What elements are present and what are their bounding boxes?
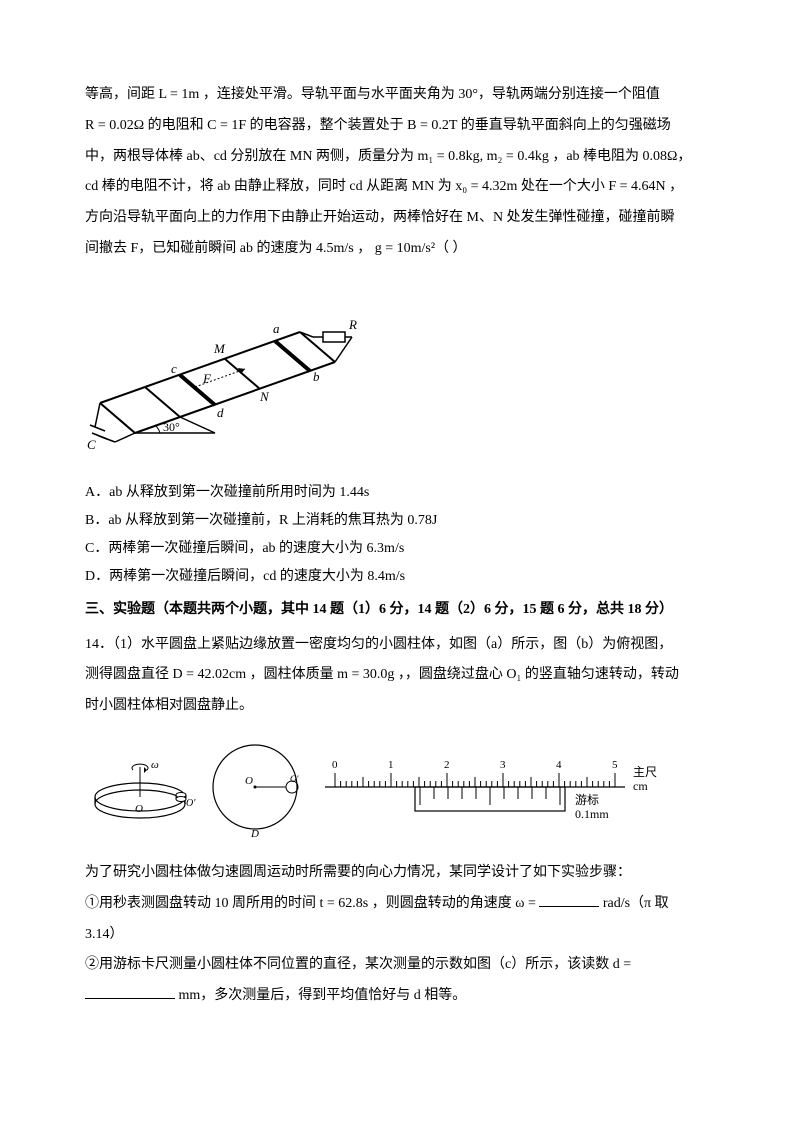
problem-line-6: 间撤去 F，已知碰前瞬间 ab 的速度为 4.5m/s ， g = 10m/s²… bbox=[85, 234, 709, 265]
svg-text:0: 0 bbox=[332, 759, 338, 771]
svg-text:主尺: 主尺 bbox=[633, 765, 657, 779]
option-c: C．两棒第一次碰撞后瞬间，ab 的速度大小为 6.3m/s bbox=[85, 535, 709, 563]
q14-steps: 为了研究小圆柱体做匀速圆周运动时所需要的向心力情况，某同学设计了如下实验步骤： … bbox=[85, 858, 709, 1012]
q14-line-3: 时小圆柱体相对圆盘静止。 bbox=[85, 691, 709, 722]
q14-line-1: 14．（1）水平圆盘上紧贴边缘放置一密度均匀的小圆柱体，如图（a）所示，图（b）… bbox=[85, 630, 709, 661]
svg-text:N: N bbox=[259, 389, 270, 404]
svg-text:30°: 30° bbox=[163, 420, 180, 434]
svg-text:游标: 游标 bbox=[575, 793, 599, 807]
svg-text:O': O' bbox=[290, 774, 299, 784]
blank-omega bbox=[539, 893, 599, 907]
problem-line-3: 中，两根导体棒 ab、cd 分别放在 MN 两侧，质量分为 m₁ = 0.8kg… bbox=[85, 142, 709, 173]
q14-step-2a: ②用游标卡尺测量小圆柱体不同位置的直径，某次测量的示数如图（c）所示，该读数 d… bbox=[85, 950, 709, 981]
vernier-diagram: ω O O' O O' D 主尺 cm 游标 0.1mm 0 1 2 3 4 5 bbox=[85, 732, 709, 842]
svg-text:b: b bbox=[313, 369, 320, 384]
svg-text:O: O bbox=[245, 775, 253, 787]
svg-text:1: 1 bbox=[388, 759, 394, 771]
inclined-rail-diagram: a b c d M N F R C 30° bbox=[85, 277, 709, 467]
svg-text:D: D bbox=[250, 828, 259, 840]
svg-text:cm: cm bbox=[633, 779, 648, 793]
q14-line-2: 测得圆盘直径 D = 42.02cm ，圆柱体质量 m = 30.0g ，，圆盘… bbox=[85, 660, 709, 691]
svg-text:M: M bbox=[213, 341, 226, 356]
q14-step-2b: mm，多次测量后，得到平均值恰好与 d 相等。 bbox=[85, 981, 709, 1012]
svg-text:a: a bbox=[273, 321, 280, 336]
problem-line-4: cd 棒的电阻不计，将 ab 由静止释放，同时 cd 从距离 MN 为 x₀ =… bbox=[85, 172, 709, 203]
svg-text:0.1mm: 0.1mm bbox=[575, 807, 609, 821]
q14-step1-c: 3.14） bbox=[85, 920, 709, 951]
svg-text:4: 4 bbox=[556, 759, 562, 771]
blank-d bbox=[85, 985, 175, 999]
section-heading: 三、实验题（本题共两个小题，其中 14 题（1）6 分，14 题（2）6 分，1… bbox=[85, 595, 709, 626]
q14-step-1: ①用秒表测圆盘转动 10 周所用的时间 t = 62.8s ，则圆盘转动的角速度… bbox=[85, 889, 709, 920]
q14-step2-text-c: mm，多次测量后，得到平均值恰好与 d 相等。 bbox=[179, 988, 467, 1003]
svg-text:R: R bbox=[348, 317, 357, 332]
option-d: D．两棒第一次碰撞后瞬间，cd 的速度大小为 8.4m/s bbox=[85, 563, 709, 591]
svg-text:3: 3 bbox=[500, 759, 506, 771]
answer-options: A．ab 从释放到第一次碰撞前所用时间为 1.44s B．ab 从释放到第一次碰… bbox=[85, 479, 709, 591]
svg-text:c: c bbox=[171, 361, 177, 376]
svg-text:d: d bbox=[217, 405, 224, 420]
problem-line-5: 方向沿导轨平面向上的力作用下由静止开始运动，两棒恰好在 M、N 处发生弹性碰撞，… bbox=[85, 203, 709, 234]
svg-text:5: 5 bbox=[612, 759, 618, 771]
option-b: B．ab 从释放到第一次碰撞前，R 上消耗的焦耳热为 0.78J bbox=[85, 507, 709, 535]
svg-text:O': O' bbox=[186, 798, 196, 809]
q14-step1-text-b: rad/s（π 取 bbox=[603, 896, 669, 911]
option-a: A．ab 从释放到第一次碰撞前所用时间为 1.44s bbox=[85, 479, 709, 507]
problem-line-1: 等高，间距 L = 1m ，连接处平滑。导轨平面与水平面夹角为 30°，导轨两端… bbox=[85, 80, 709, 111]
problem-stem: 等高，间距 L = 1m ，连接处平滑。导轨平面与水平面夹角为 30°，导轨两端… bbox=[85, 80, 709, 265]
svg-text:O: O bbox=[135, 803, 143, 815]
svg-text:ω: ω bbox=[151, 759, 159, 771]
q14-step-intro: 为了研究小圆柱体做匀速圆周运动时所需要的向心力情况，某同学设计了如下实验步骤： bbox=[85, 858, 709, 889]
problem-line-2: R = 0.02Ω 的电阻和 C = 1F 的电容器，整个装置处于 B = 0.… bbox=[85, 111, 709, 142]
svg-text:C: C bbox=[87, 437, 96, 452]
svg-text:2: 2 bbox=[444, 759, 450, 771]
q14-stem: 14．（1）水平圆盘上紧贴边缘放置一密度均匀的小圆柱体，如图（a）所示，图（b）… bbox=[85, 630, 709, 722]
q14-step1-text-a: ①用秒表测圆盘转动 10 周所用的时间 t = 62.8s ，则圆盘转动的角速度… bbox=[85, 896, 539, 911]
svg-text:F: F bbox=[202, 371, 212, 386]
